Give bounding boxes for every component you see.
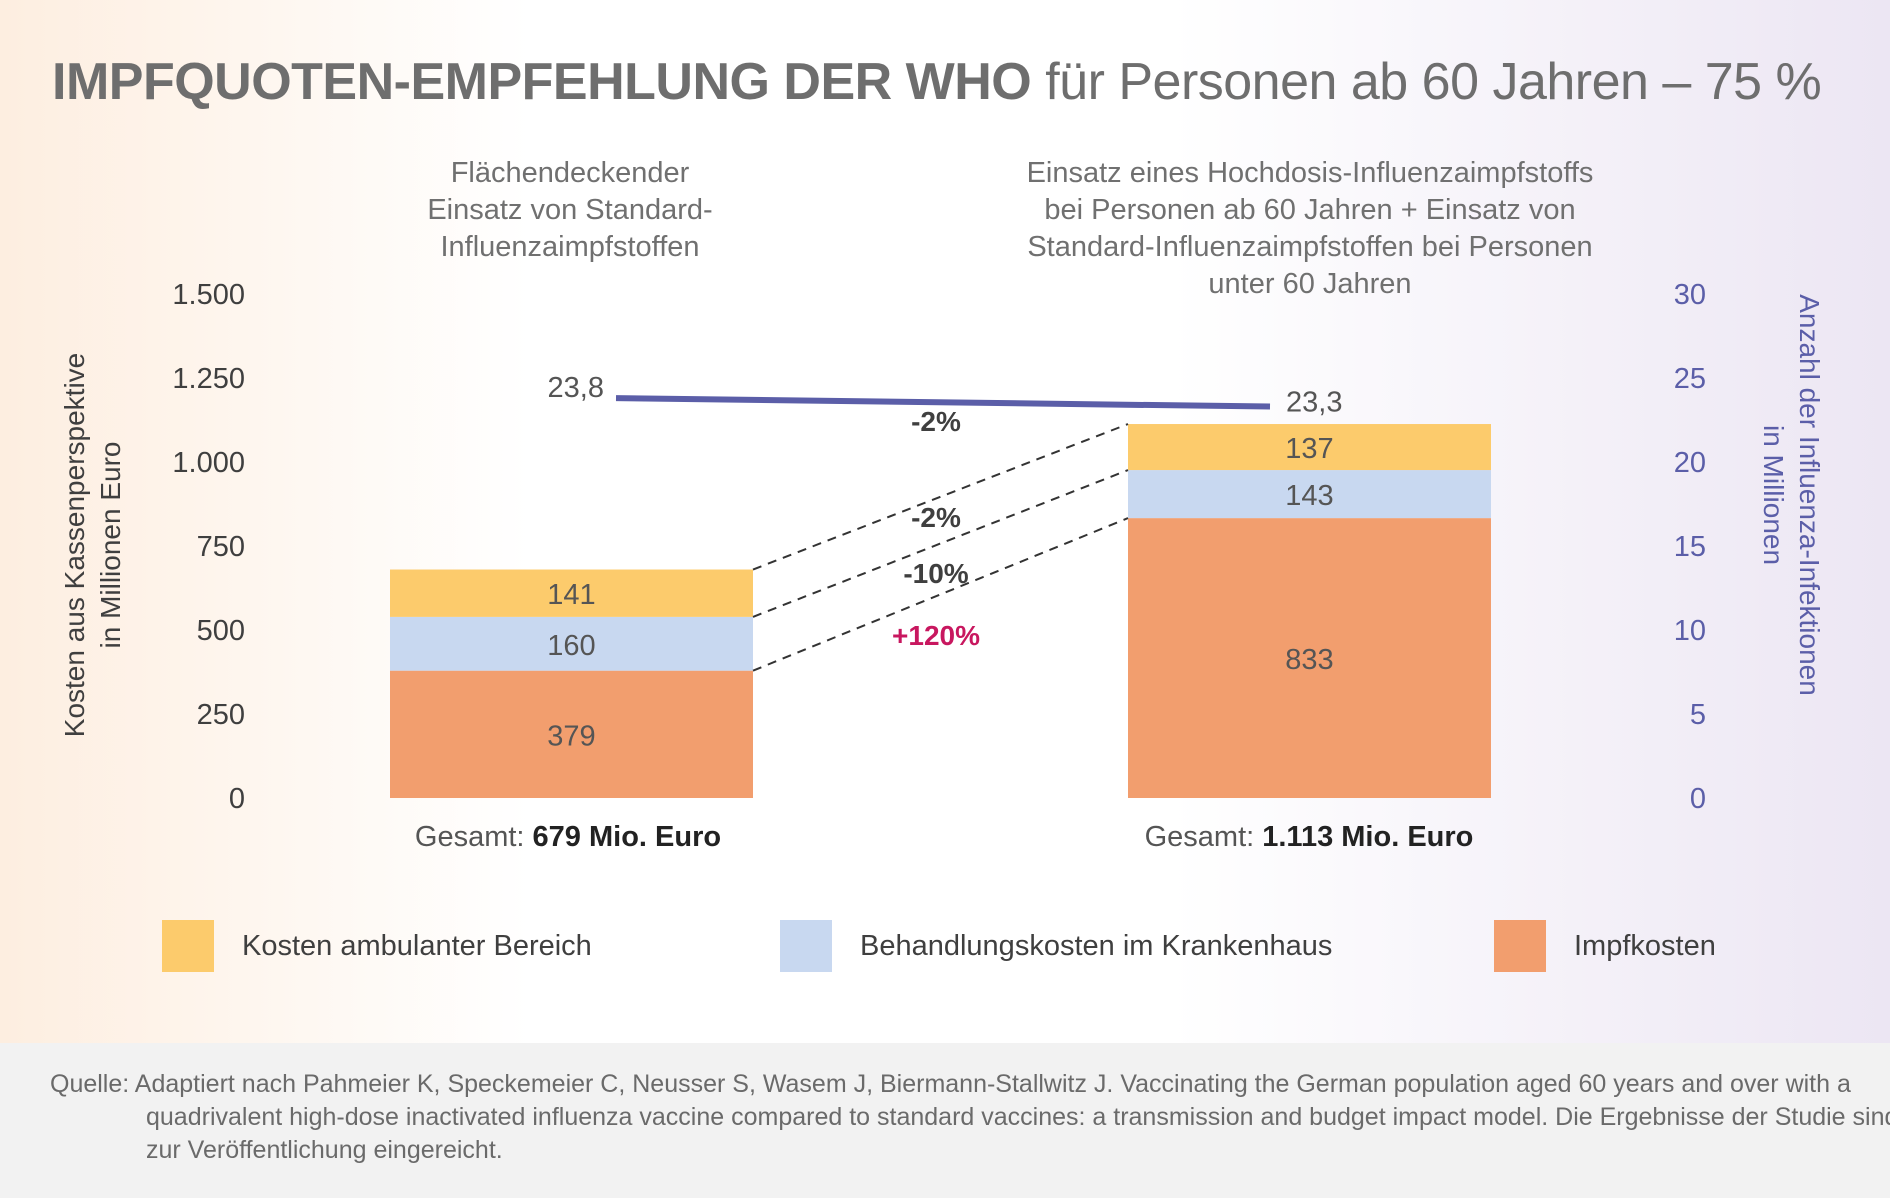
y-axis-label: in Millionen Euro bbox=[95, 442, 126, 649]
y-tick-label: 250 bbox=[197, 699, 245, 731]
category-title-right-line: Standard-Influenzaimpfstoffen bei Person… bbox=[1027, 231, 1593, 263]
legend-label: Kosten ambulanter Bereich bbox=[242, 929, 592, 962]
legend-item-ambulant: Kosten ambulanter Bereich bbox=[162, 920, 592, 972]
bar-value-label: 143 bbox=[1285, 480, 1333, 512]
category-title-right-line: Einsatz eines Hochdosis-Influenzaimpfsto… bbox=[1026, 157, 1594, 189]
line-value-label: 23,8 bbox=[548, 372, 604, 404]
total-value: 1.113 Mio. Euro bbox=[1262, 821, 1473, 853]
total-label: Gesamt: 679 Mio. Euro bbox=[415, 821, 721, 853]
y2-axis-label: in Millionen bbox=[1758, 425, 1789, 565]
y2-tick-label: 5 bbox=[1690, 699, 1706, 731]
category-title-right-line: unter 60 Jahren bbox=[1208, 268, 1412, 300]
y-axis-label: Kosten aus Kassenperspektive bbox=[59, 353, 90, 737]
connector-dashed-line bbox=[752, 423, 1129, 571]
y2-axis-label: Anzahl der Influenza-Infektionen bbox=[1794, 294, 1825, 696]
connector-dashed-line bbox=[752, 469, 1129, 618]
bar-value-label: 160 bbox=[547, 630, 595, 662]
infection-line bbox=[615, 395, 1271, 410]
legend-swatch-impfkosten bbox=[1494, 920, 1546, 972]
y2-tick-label: 20 bbox=[1674, 447, 1706, 479]
bar-value-label: 833 bbox=[1285, 644, 1333, 676]
y2-tick-label: 0 bbox=[1690, 783, 1706, 815]
y-tick-label: 0 bbox=[229, 783, 245, 815]
y-tick-label: 750 bbox=[197, 531, 245, 563]
chart-title-bold: IMPFQUOTEN-EMPFEHLUNG DER WHO bbox=[52, 53, 1032, 111]
legend-label: Behandlungskosten im Krankenhaus bbox=[860, 929, 1333, 962]
total-prefix: Gesamt: bbox=[1145, 821, 1263, 853]
bar-value-label: 379 bbox=[547, 720, 595, 752]
y2-tick-label: 25 bbox=[1674, 363, 1706, 395]
connector-dashed-line bbox=[752, 517, 1129, 672]
category-title-right-line: bei Personen ab 60 Jahren + Einsatz von bbox=[1044, 194, 1576, 226]
change-label: +120% bbox=[892, 620, 980, 651]
y-tick-label: 1.000 bbox=[172, 447, 245, 479]
source-footer bbox=[0, 1043, 1890, 1198]
y2-tick-label: 30 bbox=[1674, 279, 1706, 311]
change-label: -10% bbox=[903, 558, 968, 589]
category-title-left-line: Influenzaimpfstoffen bbox=[440, 231, 700, 263]
bar-value-label: 137 bbox=[1285, 433, 1333, 465]
y2-tick-label: 10 bbox=[1674, 615, 1706, 647]
total-prefix: Gesamt: bbox=[415, 821, 533, 853]
chart-title-normal: für Personen ab 60 Jahren – 75 % bbox=[1045, 53, 1822, 111]
legend-item-krankenhaus: Behandlungskosten im Krankenhaus bbox=[780, 920, 1332, 972]
change-label: -2% bbox=[911, 406, 961, 437]
y2-tick-label: 15 bbox=[1674, 531, 1706, 563]
y-tick-label: 1.500 bbox=[172, 279, 245, 311]
category-title-left-line: Flächendeckender bbox=[450, 157, 690, 189]
total-value: 679 Mio. Euro bbox=[533, 821, 722, 853]
bar-segment-impfkosten bbox=[1128, 518, 1491, 798]
line-value-label: 23,3 bbox=[1286, 387, 1342, 419]
legend-item-impfkosten: Impfkosten bbox=[1494, 920, 1716, 972]
y-tick-label: 500 bbox=[197, 615, 245, 647]
legend-label: Impfkosten bbox=[1574, 929, 1716, 962]
bar-segment-ambulant bbox=[1128, 424, 1491, 471]
chart-background bbox=[0, 0, 1890, 1043]
legend-swatch-krankenhaus bbox=[780, 920, 832, 972]
bar-segment-impfkosten bbox=[390, 670, 753, 798]
category-title-left: Flächendeckender Einsatz von Standard- I… bbox=[370, 155, 770, 266]
y-tick-label: 1.250 bbox=[172, 363, 245, 395]
chart-title: IMPFQUOTEN-EMPFEHLUNG DER WHO für Person… bbox=[52, 52, 1822, 112]
chart-plot: 0 250 500 750 1.000 1.250 1.500 0 5 10 15 20 25 30 Kos… bbox=[59, 279, 1825, 853]
source-citation: Quelle: Adaptiert nach Pahmeier K, Speck… bbox=[50, 1070, 1890, 1164]
bar-segment-ambulant bbox=[390, 569, 753, 617]
bar-value-label: 141 bbox=[547, 579, 595, 611]
bar-segment-krankenhaus bbox=[1128, 470, 1491, 519]
category-title-left-line: Einsatz von Standard- bbox=[427, 194, 713, 226]
bar-segment-krankenhaus bbox=[390, 616, 753, 671]
total-label: Gesamt: 1.113 Mio. Euro bbox=[1145, 821, 1474, 853]
legend-swatch-ambulant bbox=[162, 920, 214, 972]
category-title-right: Einsatz eines Hochdosis-Influenzaimpfsto… bbox=[960, 155, 1660, 303]
change-label: -2% bbox=[911, 502, 961, 533]
